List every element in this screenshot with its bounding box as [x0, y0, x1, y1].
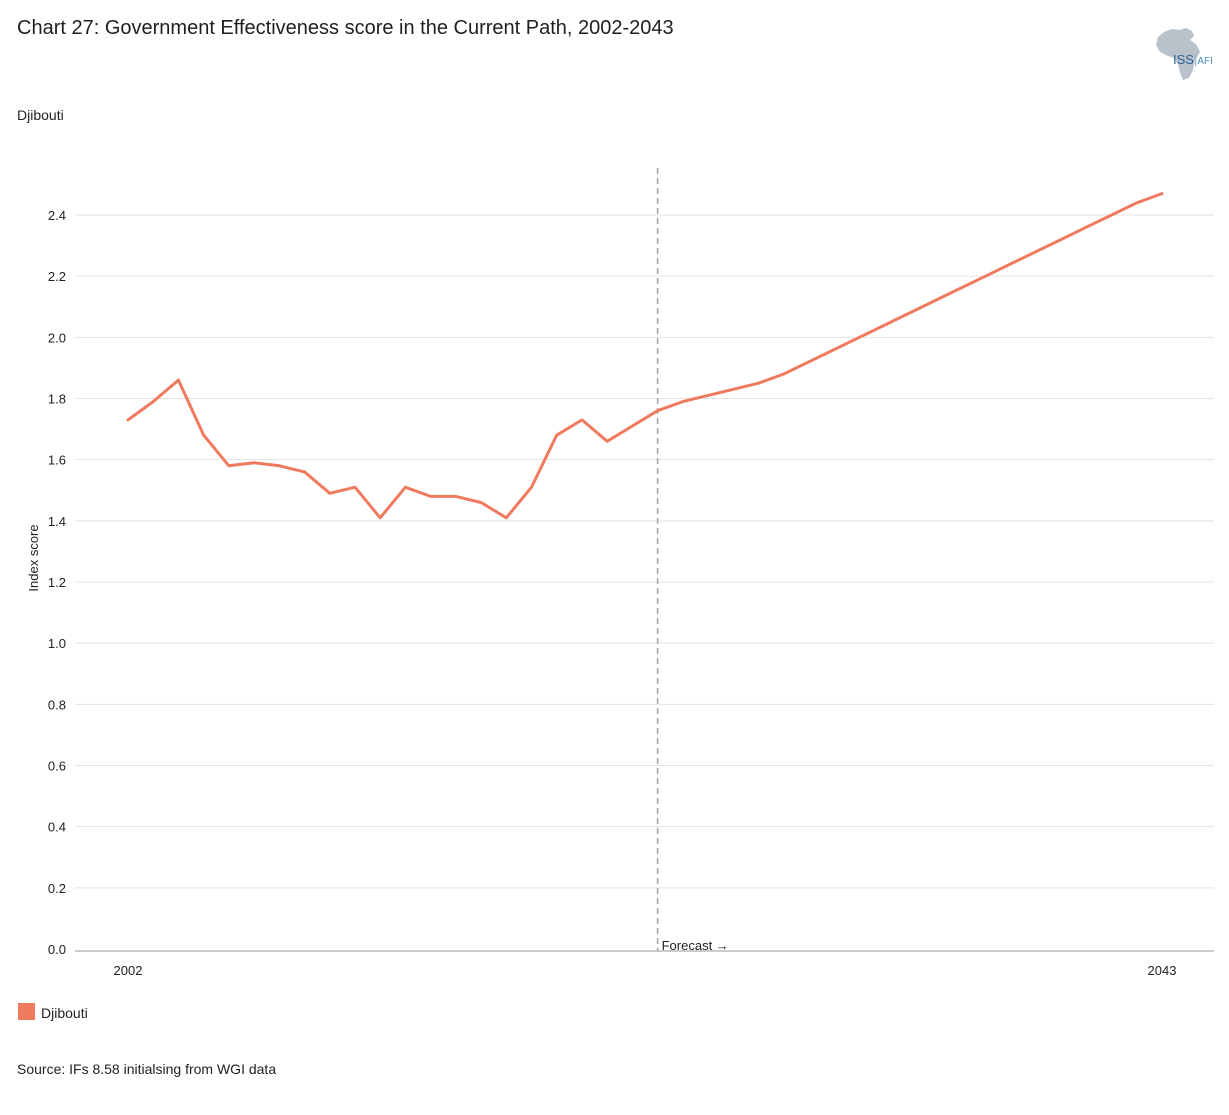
y-tick-label: 2.2: [48, 269, 66, 284]
x-tick-label: 2002: [114, 963, 143, 978]
y-tick-label: 0.4: [48, 820, 66, 835]
y-tick-label: 1.0: [48, 636, 66, 651]
y-tick-label: 1.8: [48, 392, 66, 407]
logo-separator: |: [1193, 52, 1198, 67]
series-layer: [126, 192, 1164, 520]
y-tick-label: 1.2: [48, 575, 66, 590]
y-tick-label: 0.2: [48, 881, 66, 896]
logo-text: ISS|AFI: [1173, 52, 1213, 67]
forecast-label: Forecast →: [662, 938, 729, 953]
y-tick-label: 1.4: [48, 514, 66, 529]
logo-name: ISS: [1173, 52, 1194, 67]
y-axis-label: Index score: [26, 524, 41, 591]
source-note: Source: IFs 8.58 initialsing from WGI da…: [17, 1061, 277, 1077]
y-tick-labels: 0.0 0.2 0.4 0.6 0.8 1.0 1.2 1.4 1.6 1.8 2.0 2.2 2.4: [48, 208, 66, 957]
x-tick-label: 2043: [1148, 963, 1177, 978]
legend-swatch: [18, 1002, 35, 1020]
y-tick-label: 2.0: [48, 330, 66, 345]
x-tick-labels: 2002 2043: [114, 963, 1177, 978]
y-tick-label: 2.4: [48, 208, 66, 223]
y-tick-label: 0.8: [48, 697, 66, 712]
africa-map-icon: [1156, 28, 1200, 80]
y-tick-label: 0.6: [48, 759, 66, 774]
chart-title: Chart 27: Government Effectiveness score…: [17, 17, 674, 39]
legend: Djibouti: [18, 1001, 88, 1021]
iss-afi-logo: ISS|AFI: [1150, 26, 1220, 82]
grid-lines: [75, 214, 1214, 889]
series-line-djibouti: [126, 192, 1164, 520]
y-tick-label: 1.6: [48, 453, 66, 468]
y-tick-label: 0.0: [48, 942, 66, 957]
legend-label: Djibouti: [41, 1005, 88, 1021]
logo-suffix: AFI: [1197, 56, 1213, 67]
chart-subtitle: Djibouti: [17, 107, 64, 123]
